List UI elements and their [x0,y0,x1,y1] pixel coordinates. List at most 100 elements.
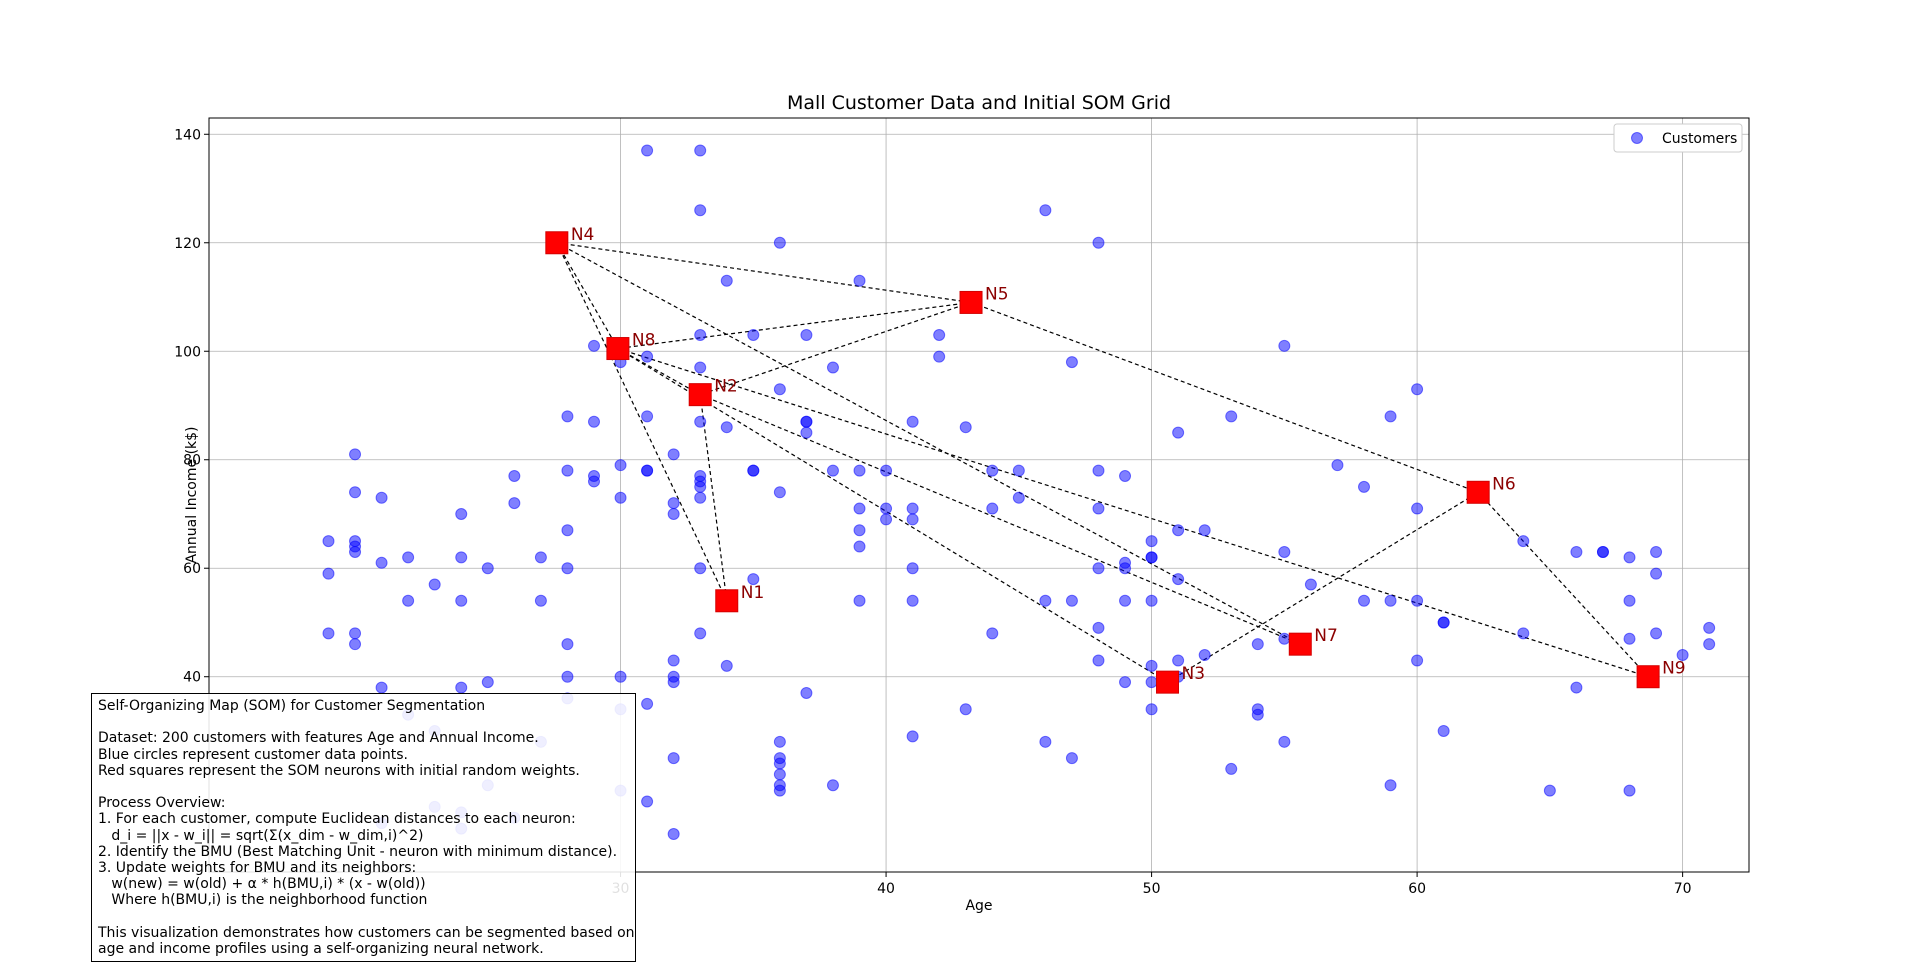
customer-point [720,274,733,287]
customer-point [747,328,760,341]
grid-lines [209,118,1749,872]
customer-point [455,507,468,520]
customer-point [1145,659,1158,672]
customer-point [1039,735,1052,748]
customer-point [1119,562,1132,575]
customer-point [349,638,362,651]
customer-point [959,703,972,716]
connection-N5-N2 [700,301,972,396]
customer-point [1623,632,1636,645]
y-axis-title: Annual Income (k$) [184,426,200,563]
neuron-n9 [1636,665,1660,689]
customer-point [800,686,813,699]
customer-point [1092,236,1105,249]
customer-point [1145,594,1158,607]
customer-point [1119,470,1132,483]
customer-point [959,421,972,434]
customer-point [747,573,760,586]
legend-label-customers: Customers [1662,131,1737,147]
plot-area-frame [208,117,1750,873]
customer-point [1650,545,1663,558]
connection-N5-N6 [970,301,1479,493]
customer-point [641,795,654,808]
neuron-label-n8: N8 [632,331,656,351]
customer-point [853,540,866,553]
neuron-n3 [1156,670,1180,694]
customer-point [349,545,362,558]
customer-point [1384,410,1397,423]
y-tick-label: 120 [174,236,201,252]
customer-point [534,551,547,564]
neuron-label-n6: N6 [1492,474,1516,494]
legend: Customers [1613,123,1743,153]
neuron-label-n4: N4 [571,225,595,245]
customer-point [1650,627,1663,640]
info-line: This visualization demonstrates how cust… [98,924,635,941]
customer-point [694,144,707,157]
customer-point [1092,464,1105,477]
connection-N3-N6 [1167,491,1479,683]
x-tick-label: 60 [1408,881,1426,897]
customer-point [1172,524,1185,537]
customer-point [694,562,707,575]
customer-point [773,383,786,396]
customer-point [906,730,919,743]
customer-point [1065,752,1078,765]
customer-point [1092,562,1105,575]
info-line: Dataset: 200 customers with features Age… [98,730,539,747]
customer-point [1623,551,1636,564]
customer-point [906,562,919,575]
customer-point [1119,676,1132,689]
info-line: 3. Update weights for BMU and its neighb… [98,860,417,876]
neuron-label-n1: N1 [741,583,765,603]
customer-point [508,497,521,510]
customer-point [375,681,388,694]
customer-point [561,524,574,537]
customer-point [1172,573,1185,586]
customer-point [349,448,362,461]
customer-point [747,464,760,477]
y-tick-label: 100 [174,344,201,360]
customer-point [481,676,494,689]
customer-point [1411,383,1424,396]
customer-point [402,594,415,607]
customer-point [986,502,999,515]
customer-point [1039,594,1052,607]
customer-point [349,486,362,499]
customer-point [1225,410,1238,423]
customer-point [1278,632,1291,645]
customer-point [1650,567,1663,580]
customer-point [322,535,335,548]
customer-point [880,464,893,477]
customer-points [322,144,1716,841]
customer-point [1145,535,1158,548]
customer-point [986,464,999,477]
chart-title: Mall Customer Data and Initial SOM Grid [787,92,1171,114]
y-tick-label: 140 [174,127,201,143]
customer-point [773,768,786,781]
customer-point [826,361,839,374]
customer-point [853,524,866,537]
customer-point [322,567,335,580]
connection-N2-N7 [699,394,1301,645]
customer-point [1092,621,1105,634]
customer-point [773,486,786,499]
customer-point [428,578,441,591]
customer-point [773,784,786,797]
customer-point [1172,426,1185,439]
connection-N4-N7 [556,242,1301,645]
customer-point [1384,594,1397,607]
customer-point [1517,627,1530,640]
customer-point [588,475,600,488]
customer-point [694,491,707,504]
info-line: Red squares represent the SOM neurons wi… [98,762,580,779]
y-tick-label: 60 [183,561,201,577]
customer-point [800,415,813,428]
customer-point [667,497,680,510]
info-line: Self-Organizing Map (SOM) for Customer S… [98,698,486,714]
customer-point [614,459,627,472]
customer-point [1517,535,1530,548]
neuron-n8 [606,337,630,361]
customer-point [1145,551,1158,564]
customer-point [402,551,415,564]
